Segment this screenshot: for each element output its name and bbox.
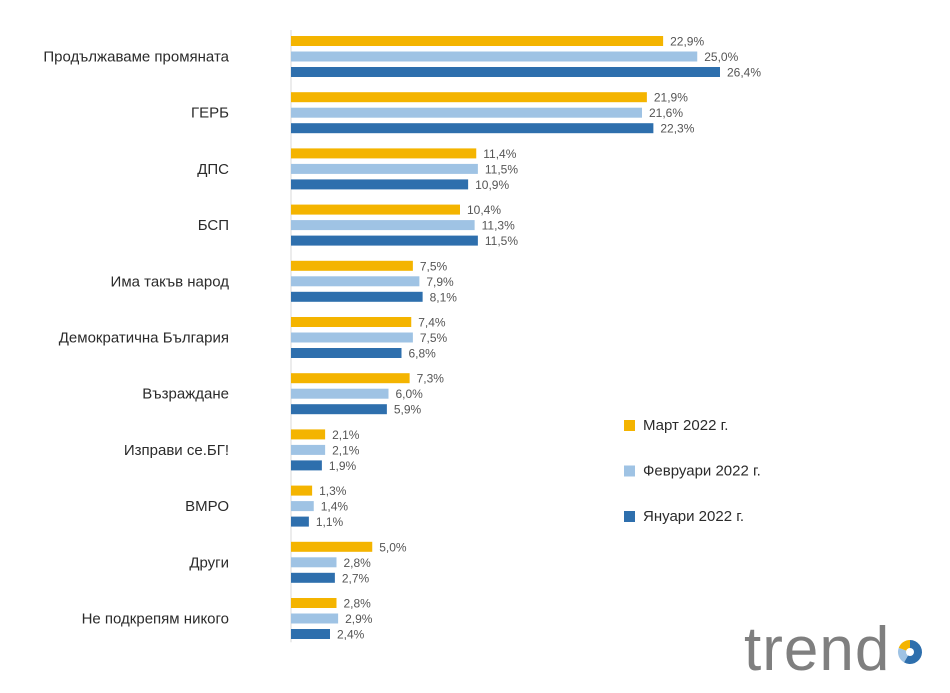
category-label: Изправи се.БГ! bbox=[124, 442, 229, 459]
bar bbox=[291, 163, 478, 174]
value-label: 11,4% bbox=[483, 147, 516, 161]
value-label: 21,6% bbox=[649, 106, 683, 120]
bar bbox=[291, 460, 322, 471]
value-label: 25,0% bbox=[704, 50, 738, 64]
bar bbox=[291, 204, 460, 215]
category-label: ГЕРБ bbox=[191, 105, 229, 122]
value-label: 21,9% bbox=[654, 91, 688, 105]
value-label: 1,9% bbox=[329, 459, 357, 473]
value-label: 22,3% bbox=[660, 122, 694, 136]
trend-logo: trend bbox=[744, 615, 922, 684]
bar bbox=[291, 67, 720, 77]
category-label: ДПС bbox=[197, 161, 229, 178]
legend-entry: Януари 2022 г. bbox=[643, 508, 744, 525]
value-label: 2,9% bbox=[345, 612, 373, 626]
value-label: 1,3% bbox=[319, 484, 347, 498]
bar bbox=[291, 444, 326, 455]
bar bbox=[291, 51, 698, 62]
logo-ring-segment bbox=[898, 640, 910, 652]
bar bbox=[291, 501, 314, 512]
bar bbox=[291, 373, 410, 384]
value-label: 6,0% bbox=[396, 387, 424, 401]
category-label: БСП bbox=[198, 217, 229, 234]
value-label: 5,9% bbox=[394, 403, 422, 417]
value-label: 1,4% bbox=[321, 500, 349, 514]
value-label: 22,9% bbox=[670, 35, 704, 49]
legend-entry: Март 2022 г. bbox=[643, 417, 728, 434]
bar bbox=[291, 388, 389, 399]
value-label: 10,4% bbox=[467, 203, 501, 217]
bar bbox=[291, 404, 387, 415]
category-label: Има такъв народ bbox=[111, 273, 230, 290]
value-label: 7,4% bbox=[418, 316, 446, 330]
bar bbox=[291, 276, 420, 287]
value-label: 26,4% bbox=[727, 66, 761, 80]
bar bbox=[291, 36, 664, 46]
bar bbox=[291, 429, 326, 440]
value-label: 7,9% bbox=[426, 275, 454, 289]
category-label: Демократична България bbox=[59, 330, 229, 347]
bar bbox=[291, 235, 478, 246]
legend-swatch bbox=[624, 465, 635, 477]
category-label: Не подкрепям никого bbox=[82, 611, 229, 628]
value-label: 7,3% bbox=[417, 372, 445, 386]
bar bbox=[291, 572, 335, 583]
bar bbox=[291, 332, 413, 343]
value-label: 11,5% bbox=[485, 234, 518, 248]
bar bbox=[291, 107, 642, 118]
bar bbox=[291, 485, 313, 496]
bar bbox=[291, 260, 413, 271]
category-label: Други bbox=[189, 554, 229, 571]
bar bbox=[291, 148, 477, 159]
legend-entry: Февруари 2022 г. bbox=[643, 463, 761, 480]
bar bbox=[291, 220, 475, 231]
value-label: 2,1% bbox=[332, 428, 360, 442]
bar bbox=[291, 179, 469, 190]
value-label: 11,5% bbox=[485, 162, 518, 176]
bar bbox=[291, 317, 412, 327]
bar bbox=[291, 123, 654, 134]
bar bbox=[291, 291, 423, 302]
value-label: 10,9% bbox=[475, 178, 509, 192]
category-label: Продължаваме промяната bbox=[43, 49, 229, 66]
logo-text: trend bbox=[744, 615, 890, 684]
value-label: 2,8% bbox=[344, 556, 372, 570]
category-label: Възраждане bbox=[142, 386, 229, 403]
bar bbox=[291, 541, 373, 552]
logo-ring-center bbox=[906, 648, 914, 656]
bar bbox=[291, 613, 339, 624]
value-label: 2,4% bbox=[337, 628, 365, 642]
value-label: 7,5% bbox=[420, 331, 448, 345]
legend-swatch bbox=[624, 511, 635, 522]
logo-ring-icon bbox=[898, 640, 922, 664]
value-label: 6,8% bbox=[409, 347, 437, 361]
bar bbox=[291, 516, 309, 527]
value-label: 2,1% bbox=[332, 443, 360, 457]
bar bbox=[291, 598, 337, 608]
value-label: 1,1% bbox=[316, 515, 344, 529]
value-label: 2,7% bbox=[342, 571, 370, 585]
value-label: 11,3% bbox=[482, 219, 515, 233]
bar bbox=[291, 92, 647, 103]
value-label: 7,5% bbox=[420, 259, 448, 273]
bar bbox=[291, 557, 337, 568]
category-label: ВМРО bbox=[185, 498, 229, 515]
bar bbox=[291, 629, 330, 639]
bar bbox=[291, 348, 402, 358]
legend-swatch bbox=[624, 420, 635, 431]
value-label: 2,8% bbox=[344, 597, 372, 611]
value-label: 5,0% bbox=[379, 540, 407, 554]
value-label: 8,1% bbox=[430, 290, 458, 304]
